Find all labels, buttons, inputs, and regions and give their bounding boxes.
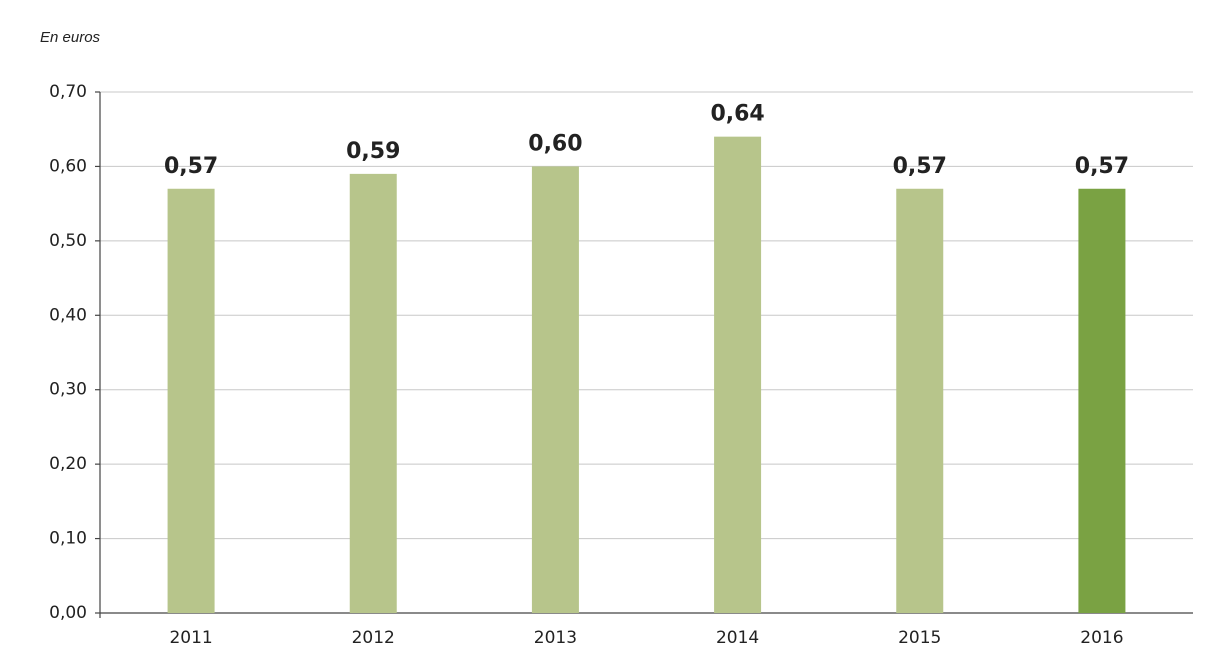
value-label: 0,59	[346, 139, 400, 164]
x-tick-label: 2014	[716, 628, 759, 648]
y-tick-label: 0,30	[49, 380, 87, 400]
y-tick-label: 0,70	[49, 82, 87, 102]
chart-subtitle: En euros	[40, 29, 101, 46]
x-tick-label: 2013	[534, 628, 577, 648]
bar	[531, 166, 579, 613]
x-tick-label: 2011	[169, 628, 212, 648]
value-label: 0,64	[710, 102, 764, 127]
y-tick-label: 0,10	[49, 529, 87, 549]
value-label: 0,57	[164, 154, 218, 179]
x-tick-label: 2015	[898, 628, 941, 648]
bar	[714, 136, 762, 613]
bar	[896, 188, 944, 613]
value-label: 0,57	[1075, 154, 1129, 179]
y-tick-label: 0,20	[49, 454, 87, 474]
value-label: 0,57	[893, 154, 947, 179]
bar	[167, 188, 215, 613]
y-tick-label: 0,00	[49, 603, 87, 623]
x-tick-label: 2012	[352, 628, 395, 648]
y-tick-label: 0,50	[49, 231, 87, 251]
bar	[1078, 188, 1126, 613]
y-tick-label: 0,40	[49, 305, 87, 325]
value-label: 0,60	[528, 131, 582, 156]
y-tick-label: 0,60	[49, 156, 87, 176]
bar	[349, 173, 397, 613]
x-tick-label: 2016	[1080, 628, 1123, 648]
